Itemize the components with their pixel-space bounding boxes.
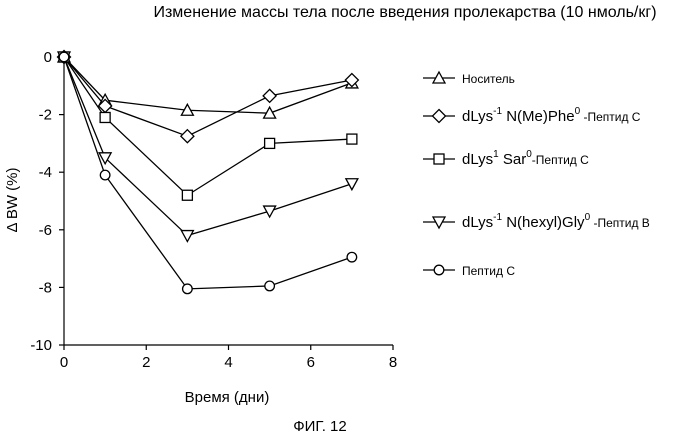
series-2-point-3: [265, 138, 275, 148]
series-2-point-1: [100, 112, 110, 122]
legend-label-3-sub: -Пептид В: [590, 216, 650, 230]
y-tick-label-0: 0: [44, 49, 52, 66]
y-tick-label-5: -10: [30, 337, 52, 354]
y-tick-label-1: -2: [39, 107, 52, 124]
legend-label-0: Носитель: [462, 72, 515, 86]
legend-label-1-tail: N(Me)Phe: [502, 108, 575, 125]
legend-label-1-sub: -Пептид С: [580, 110, 641, 124]
series-1-point-2: [181, 130, 194, 143]
legend-marker-1: [433, 110, 446, 123]
legend-label-2-sub: -Пептид С: [532, 153, 589, 167]
legend-label-2: dLys1 Sar0-Пептид С: [462, 149, 589, 168]
legend-label-0-main: Носитель: [462, 72, 515, 86]
legend-marker-4: [434, 265, 444, 275]
legend-entry-2: dLys1 Sar0-Пептид С: [423, 149, 589, 168]
series-1-line: [64, 57, 352, 136]
legend-entry-3: dLys-1 N(hexyl)Gly0 -Пептид В: [423, 212, 650, 231]
legend-entry-1: dLys-1 N(Me)Phe0 -Пептид С: [423, 106, 641, 125]
x-tick-label-0: 0: [60, 354, 68, 371]
legend: Носитель dLys-1 N(Me)Phe0 -Пептид С dLys1 …: [423, 72, 650, 278]
series-2-point-4: [347, 134, 357, 144]
y-tick-label-3: -6: [39, 222, 52, 239]
legend-marker-2: [434, 154, 444, 164]
series-layer: [58, 51, 359, 294]
x-tick-label-4: 8: [389, 354, 397, 371]
legend-label-4: Пептид С: [462, 264, 515, 278]
x-axis-label: Время (дни): [185, 389, 270, 406]
legend-label-3: dLys-1 N(hexyl)Gly0 -Пептид В: [462, 212, 650, 231]
figure-caption: ФИГ. 12: [293, 418, 347, 435]
legend-label-1-main: dLys: [462, 108, 493, 125]
series-3-line: [64, 57, 352, 236]
legend-entry-0: Носитель: [423, 72, 515, 86]
axes: 0 2 4 6 8 0 -2 -4 -6 -8 -10: [30, 49, 397, 371]
series-4-point-2: [183, 284, 193, 294]
series-3-point-2: [181, 231, 193, 242]
legend-label-3-tail: N(hexyl)Gly: [502, 214, 585, 231]
y-tick-label-2: -4: [39, 164, 52, 181]
legend-label-3-main: dLys: [462, 214, 493, 231]
series-4-point-3: [265, 281, 275, 291]
legend-label-2-tail: Sar: [499, 151, 527, 168]
legend-entry-4: Пептид С: [423, 264, 515, 278]
x-tick-label-2: 4: [224, 354, 232, 371]
series-4: [59, 52, 356, 293]
series-4-point-1: [100, 170, 110, 180]
legend-label-1: dLys-1 N(Me)Phe0 -Пептид С: [462, 106, 641, 125]
series-4-point-4: [347, 252, 357, 262]
series-1-point-3: [263, 89, 276, 102]
chart-title: Изменение массы тела после введения прол…: [153, 4, 656, 21]
legend-label-4-main: Пептид С: [462, 264, 515, 278]
series-4-point-0: [59, 52, 69, 62]
series-3-point-4: [346, 179, 358, 190]
series-3: [58, 52, 358, 242]
series-3-point-3: [264, 206, 276, 217]
x-tick-label-3: 6: [307, 354, 315, 371]
legend-label-2-main: dLys: [462, 151, 493, 168]
x-tick-label-1: 2: [142, 354, 150, 371]
y-tick-label-4: -8: [39, 279, 52, 296]
series-2-point-2: [182, 190, 192, 200]
y-axis-label: Δ BW (%): [4, 167, 21, 232]
